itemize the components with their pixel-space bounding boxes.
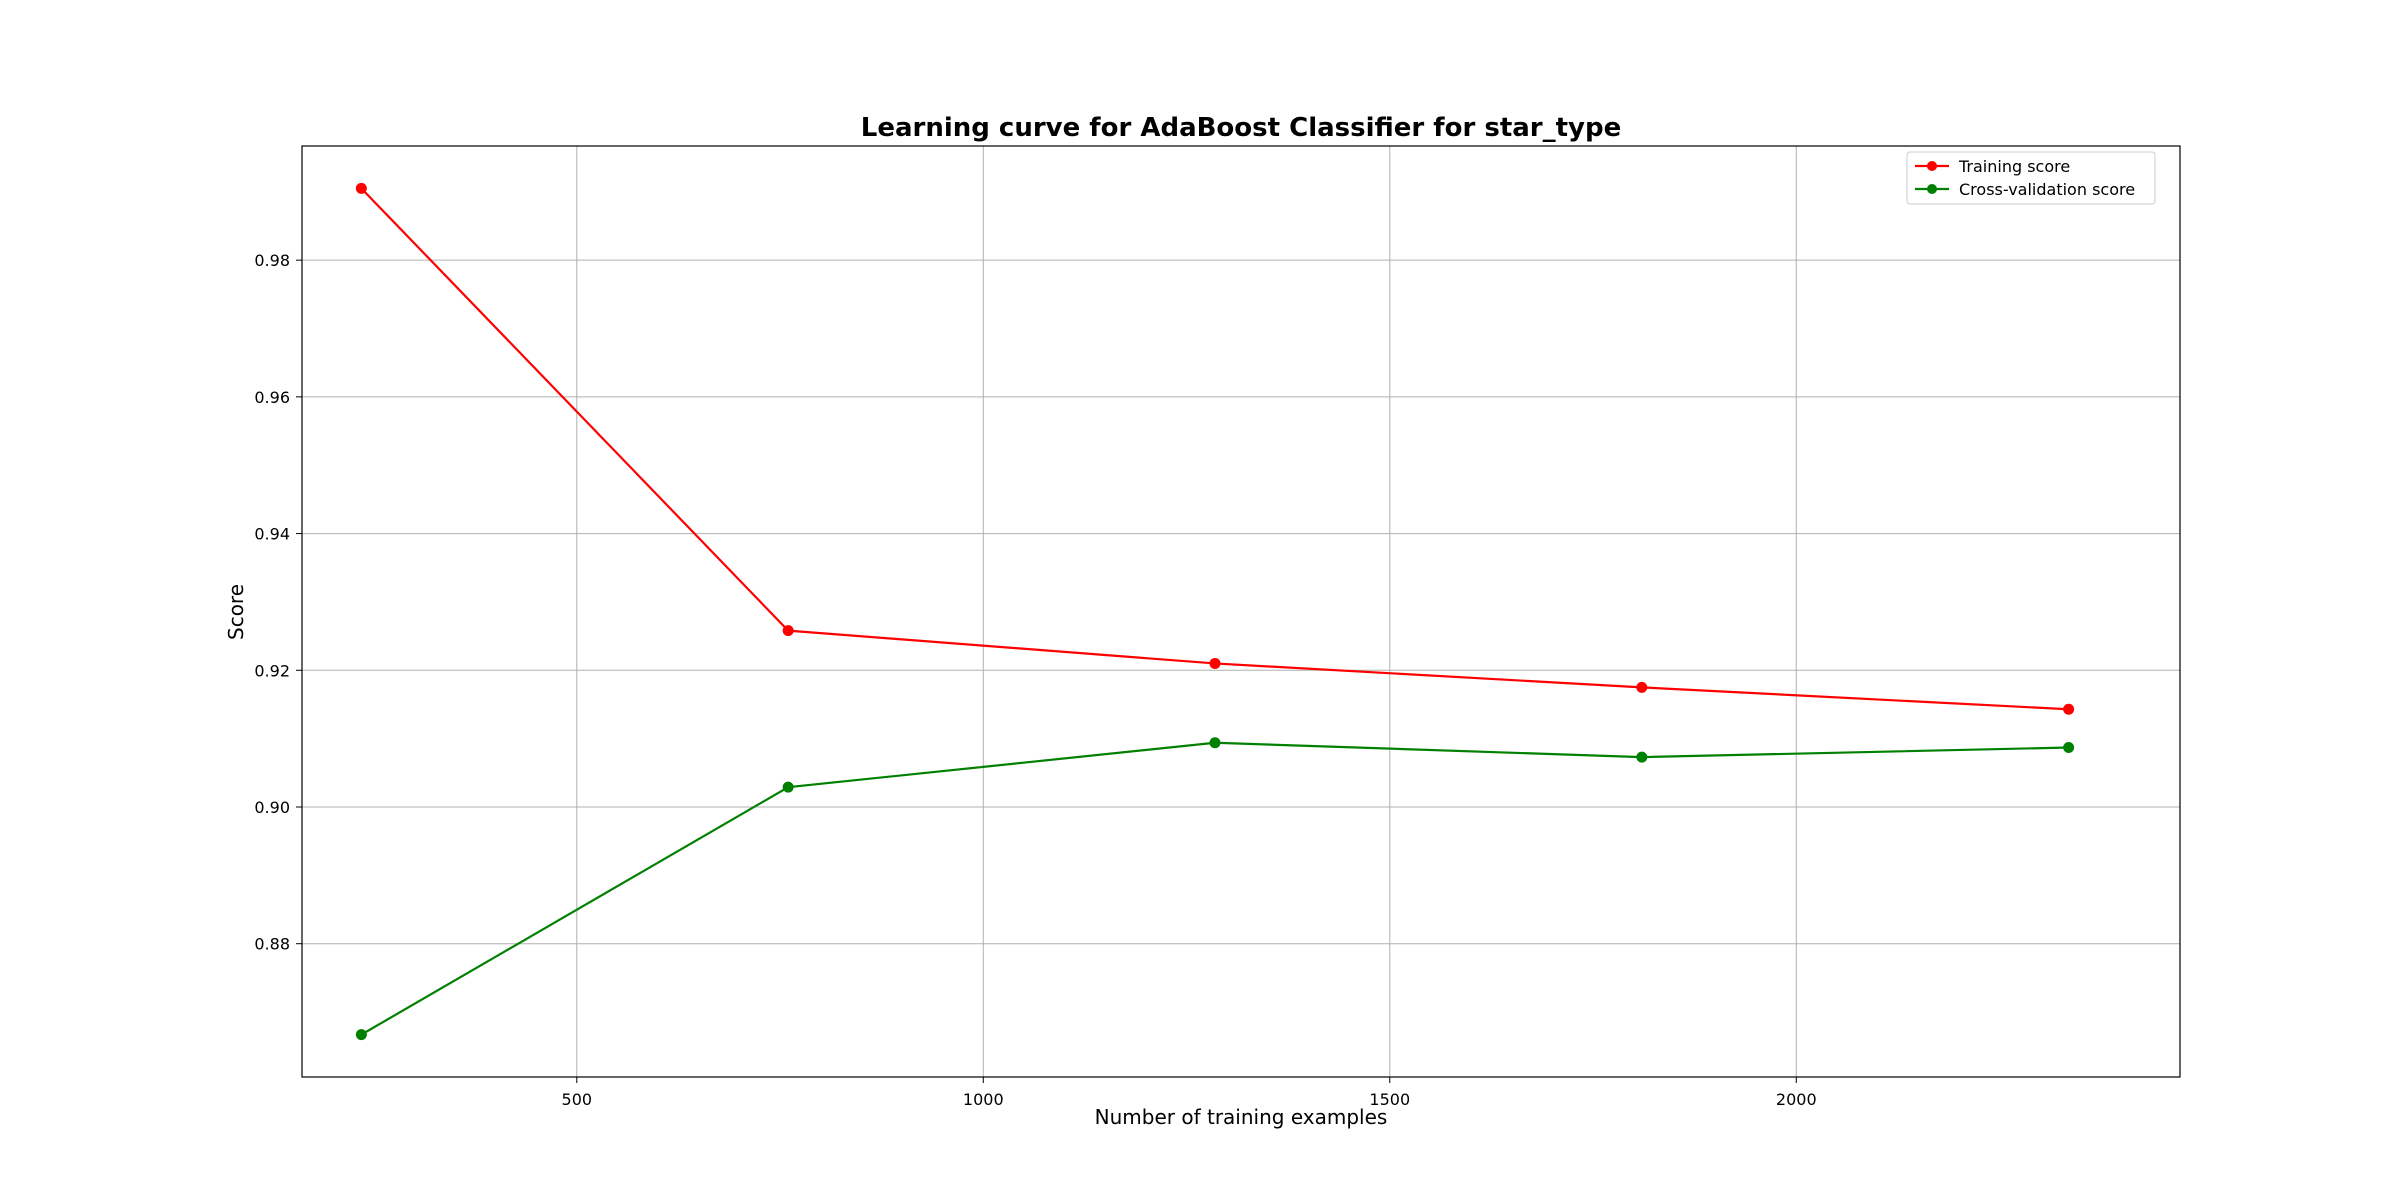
y-tick-label: 0.88 — [254, 935, 290, 954]
legend-label: Training score — [1958, 157, 2070, 176]
legend: Training score Cross-validation score — [1906, 151, 2156, 205]
x-tick-label: 500 — [562, 1090, 593, 1109]
x-tick-label: 1500 — [1369, 1090, 1410, 1109]
legend-box — [1906, 151, 2156, 205]
data-point — [355, 182, 367, 194]
y-axis-label: Score — [224, 584, 248, 640]
plot-frame — [301, 145, 2181, 1078]
chart-title: Learning curve for AdaBoost Classifier f… — [861, 113, 1622, 143]
series-1 — [355, 182, 2075, 715]
data-point — [2063, 742, 2075, 754]
series-line — [360, 187, 2069, 711]
y-tick-label: 0.92 — [254, 661, 290, 680]
grid — [302, 146, 2180, 1077]
data-point — [1209, 737, 1221, 749]
y-tick-label: 0.96 — [254, 388, 290, 407]
series-line — [360, 741, 2069, 1036]
series-2 — [355, 737, 2075, 1041]
data-point — [1636, 681, 1648, 693]
axis-ticks: 500 1000 1500 2000 0.88 0.90 0.92 0.94 0.96 0.98 — [254, 251, 1816, 1109]
y-tick-label: 0.98 — [254, 251, 290, 270]
data-point — [355, 1029, 367, 1041]
data-point — [2063, 703, 2075, 715]
legend-marker — [1927, 161, 1937, 171]
legend-item: Training score — [1915, 157, 2070, 176]
legend-item: Cross-validation score — [1915, 180, 2135, 199]
x-tick-label: 2000 — [1776, 1090, 1817, 1109]
data-point — [782, 781, 794, 793]
x-tick-label: 1000 — [963, 1090, 1004, 1109]
data-point — [1209, 657, 1221, 669]
y-tick-label: 0.94 — [254, 525, 290, 544]
legend-marker — [1927, 184, 1937, 194]
x-axis-label: Number of training examples — [1095, 1105, 1388, 1129]
y-tick-label: 0.90 — [254, 798, 290, 817]
data-point — [782, 625, 794, 637]
legend-label: Cross-validation score — [1959, 180, 2135, 199]
series-layer — [355, 182, 2075, 1041]
data-point — [1636, 751, 1648, 763]
